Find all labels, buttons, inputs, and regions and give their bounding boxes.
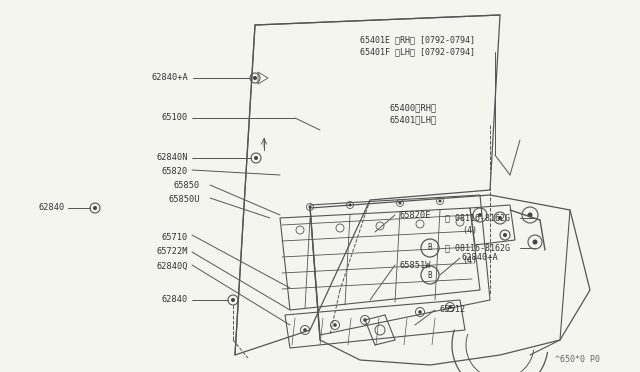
Text: 65851W: 65851W	[400, 260, 431, 269]
Circle shape	[333, 323, 337, 327]
Circle shape	[399, 202, 401, 205]
Text: 62840Q: 62840Q	[157, 262, 188, 270]
Text: 65401E 〈RH〉 [0792-0794]: 65401E 〈RH〉 [0792-0794]	[360, 35, 475, 45]
Circle shape	[448, 305, 452, 309]
Circle shape	[418, 310, 422, 314]
Text: 62840N: 62840N	[157, 154, 188, 163]
Text: 62840+A: 62840+A	[151, 74, 188, 83]
Text: B: B	[428, 270, 432, 279]
Text: 65820: 65820	[162, 167, 188, 176]
Text: 65100: 65100	[162, 113, 188, 122]
Text: 62840+A: 62840+A	[462, 253, 499, 263]
Circle shape	[254, 156, 258, 160]
Circle shape	[527, 212, 532, 218]
Circle shape	[93, 206, 97, 210]
Circle shape	[303, 328, 307, 332]
Text: 62840: 62840	[162, 295, 188, 305]
Circle shape	[364, 318, 367, 322]
Circle shape	[503, 233, 507, 237]
Circle shape	[478, 213, 482, 217]
Circle shape	[532, 240, 538, 244]
Circle shape	[349, 203, 351, 206]
Text: (4): (4)	[462, 256, 477, 264]
Circle shape	[253, 76, 257, 80]
Text: 65401〈LH〉: 65401〈LH〉	[390, 115, 437, 125]
Text: (4): (4)	[462, 225, 477, 234]
Text: 65512: 65512	[440, 305, 467, 314]
Text: 65400〈RH〉: 65400〈RH〉	[390, 103, 437, 112]
Circle shape	[498, 216, 502, 220]
Text: 65850U: 65850U	[168, 196, 200, 205]
Text: Ⓑ 08116-8162G: Ⓑ 08116-8162G	[445, 214, 510, 222]
Text: 62840: 62840	[39, 203, 65, 212]
Circle shape	[438, 199, 442, 202]
Text: B: B	[428, 244, 432, 253]
Text: 65710: 65710	[162, 234, 188, 243]
Text: 65850: 65850	[173, 182, 200, 190]
Text: Ⓑ 08116-8162G: Ⓑ 08116-8162G	[445, 244, 510, 253]
Text: 65820E: 65820E	[400, 211, 431, 219]
Circle shape	[231, 298, 235, 302]
Text: 65722M: 65722M	[157, 247, 188, 257]
Circle shape	[308, 205, 312, 208]
Text: 65401F 〈LH〉 [0792-0794]: 65401F 〈LH〉 [0792-0794]	[360, 48, 475, 57]
Text: ^650*0 P0: ^650*0 P0	[555, 356, 600, 365]
